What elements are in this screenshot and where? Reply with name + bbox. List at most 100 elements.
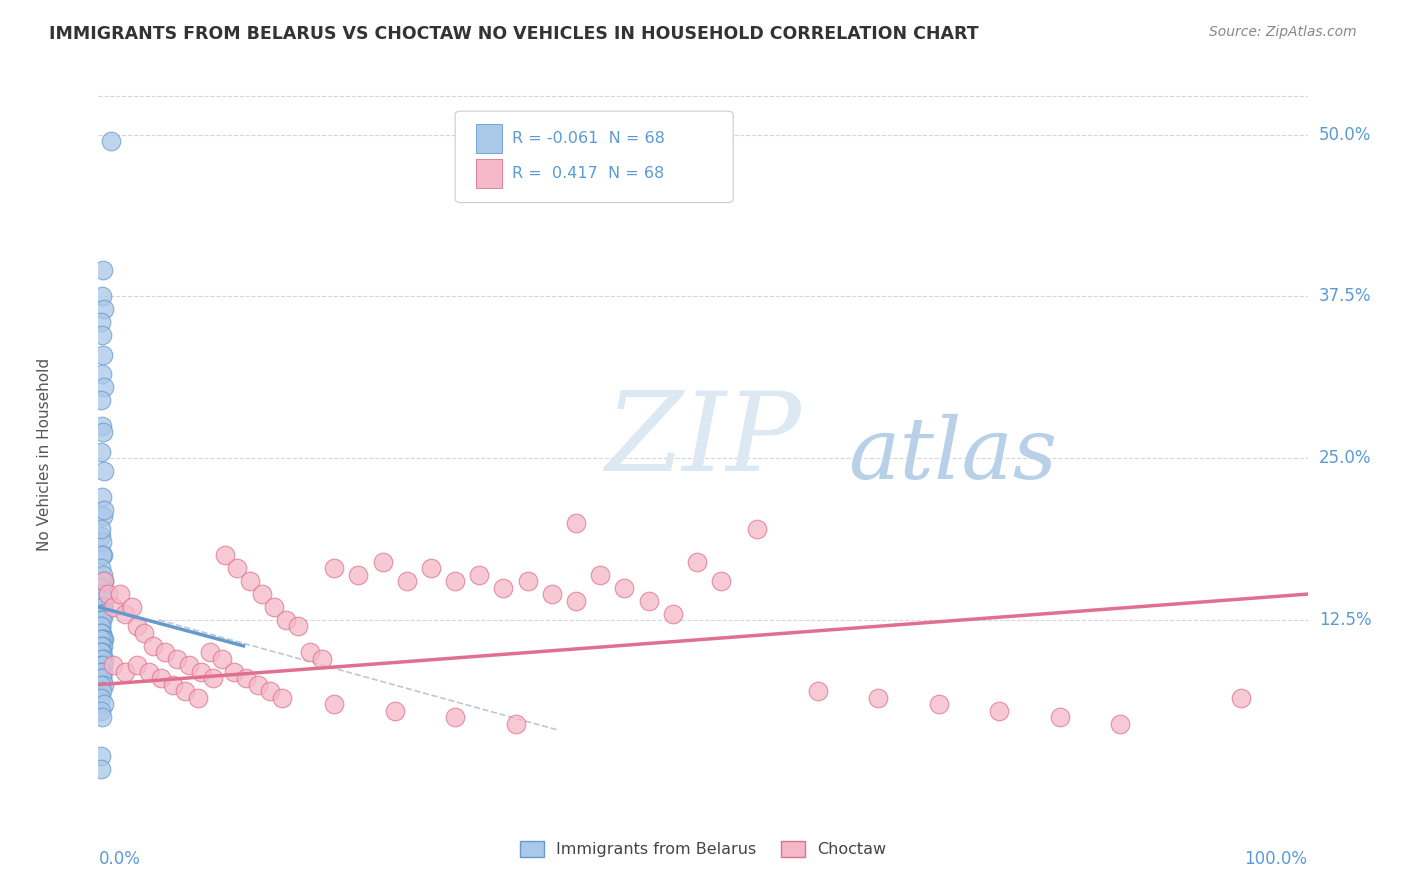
Point [274,613,297,627]
Point [90,762,112,776]
Point [91,613,114,627]
Point [250,587,273,601]
Point [589,567,612,582]
Point [91,567,114,582]
Point [101,600,124,615]
Point [114,665,136,679]
Point [395,574,418,589]
Point [222,665,245,679]
Point [311,652,333,666]
Point [323,561,346,575]
Point [90,619,112,633]
Point [93,697,115,711]
Text: 25.0%: 25.0% [1319,450,1371,467]
Point [371,555,394,569]
Point [91,607,114,621]
Point [247,678,270,692]
Point [91,710,114,724]
Point [93,632,115,647]
Point [91,645,114,659]
Point [190,665,212,679]
Point [91,348,114,362]
Legend: Immigrants from Belarus, Choctaw: Immigrants from Belarus, Choctaw [513,835,893,863]
Point [90,704,112,718]
Point [565,516,588,530]
Point [93,503,115,517]
Point [90,678,112,692]
Text: ZIP: ZIP [606,386,803,494]
Point [928,697,950,711]
Point [235,671,257,685]
Point [420,561,443,575]
Point [93,302,115,317]
Point [91,652,114,666]
Point [747,522,769,536]
Point [127,619,149,633]
FancyBboxPatch shape [456,112,734,202]
Point [108,587,131,601]
Point [90,613,112,627]
Point [93,574,115,589]
Text: R =  0.417  N = 68: R = 0.417 N = 68 [512,166,664,181]
Point [516,574,538,589]
Point [868,690,890,705]
Point [90,392,112,407]
Point [91,535,114,549]
Point [91,574,114,589]
Point [90,581,112,595]
Point [91,671,114,685]
Point [91,548,114,562]
Text: atlas: atlas [848,414,1057,496]
Point [153,645,176,659]
Point [114,607,136,621]
Point [90,645,112,659]
Point [1109,716,1132,731]
Point [91,490,114,504]
Point [198,645,221,659]
Point [91,574,114,589]
Point [384,704,406,718]
Point [613,581,636,595]
Point [91,600,114,615]
Point [91,425,114,440]
Text: IMMIGRANTS FROM BELARUS VS CHOCTAW NO VEHICLES IN HOUSEHOLD CORRELATION CHART: IMMIGRANTS FROM BELARUS VS CHOCTAW NO VE… [49,25,979,43]
Point [93,678,115,692]
Point [90,690,112,705]
Point [91,548,114,562]
Point [90,587,112,601]
Point [93,380,115,394]
Point [263,600,285,615]
Point [142,639,165,653]
Point [91,600,114,615]
Point [93,652,115,666]
Text: 12.5%: 12.5% [1319,611,1371,629]
Point [468,567,491,582]
Point [91,684,114,698]
Point [91,671,114,685]
Point [91,367,114,381]
Point [93,607,115,621]
Point [90,607,112,621]
Point [166,652,188,666]
Point [287,619,309,633]
Text: 50.0%: 50.0% [1319,126,1371,144]
Point [91,639,114,653]
Point [347,567,370,582]
Point [101,658,124,673]
Point [211,652,233,666]
Point [127,658,149,673]
Text: R = -0.061  N = 68: R = -0.061 N = 68 [512,131,665,146]
Point [505,716,527,731]
Point [90,632,112,647]
Point [162,678,184,692]
Point [299,645,322,659]
Point [239,574,262,589]
FancyBboxPatch shape [475,124,502,153]
Point [91,509,114,524]
Point [134,626,156,640]
Point [91,263,114,277]
Text: 37.5%: 37.5% [1319,287,1371,305]
Point [93,574,115,589]
Point [91,632,114,647]
Point [637,593,659,607]
